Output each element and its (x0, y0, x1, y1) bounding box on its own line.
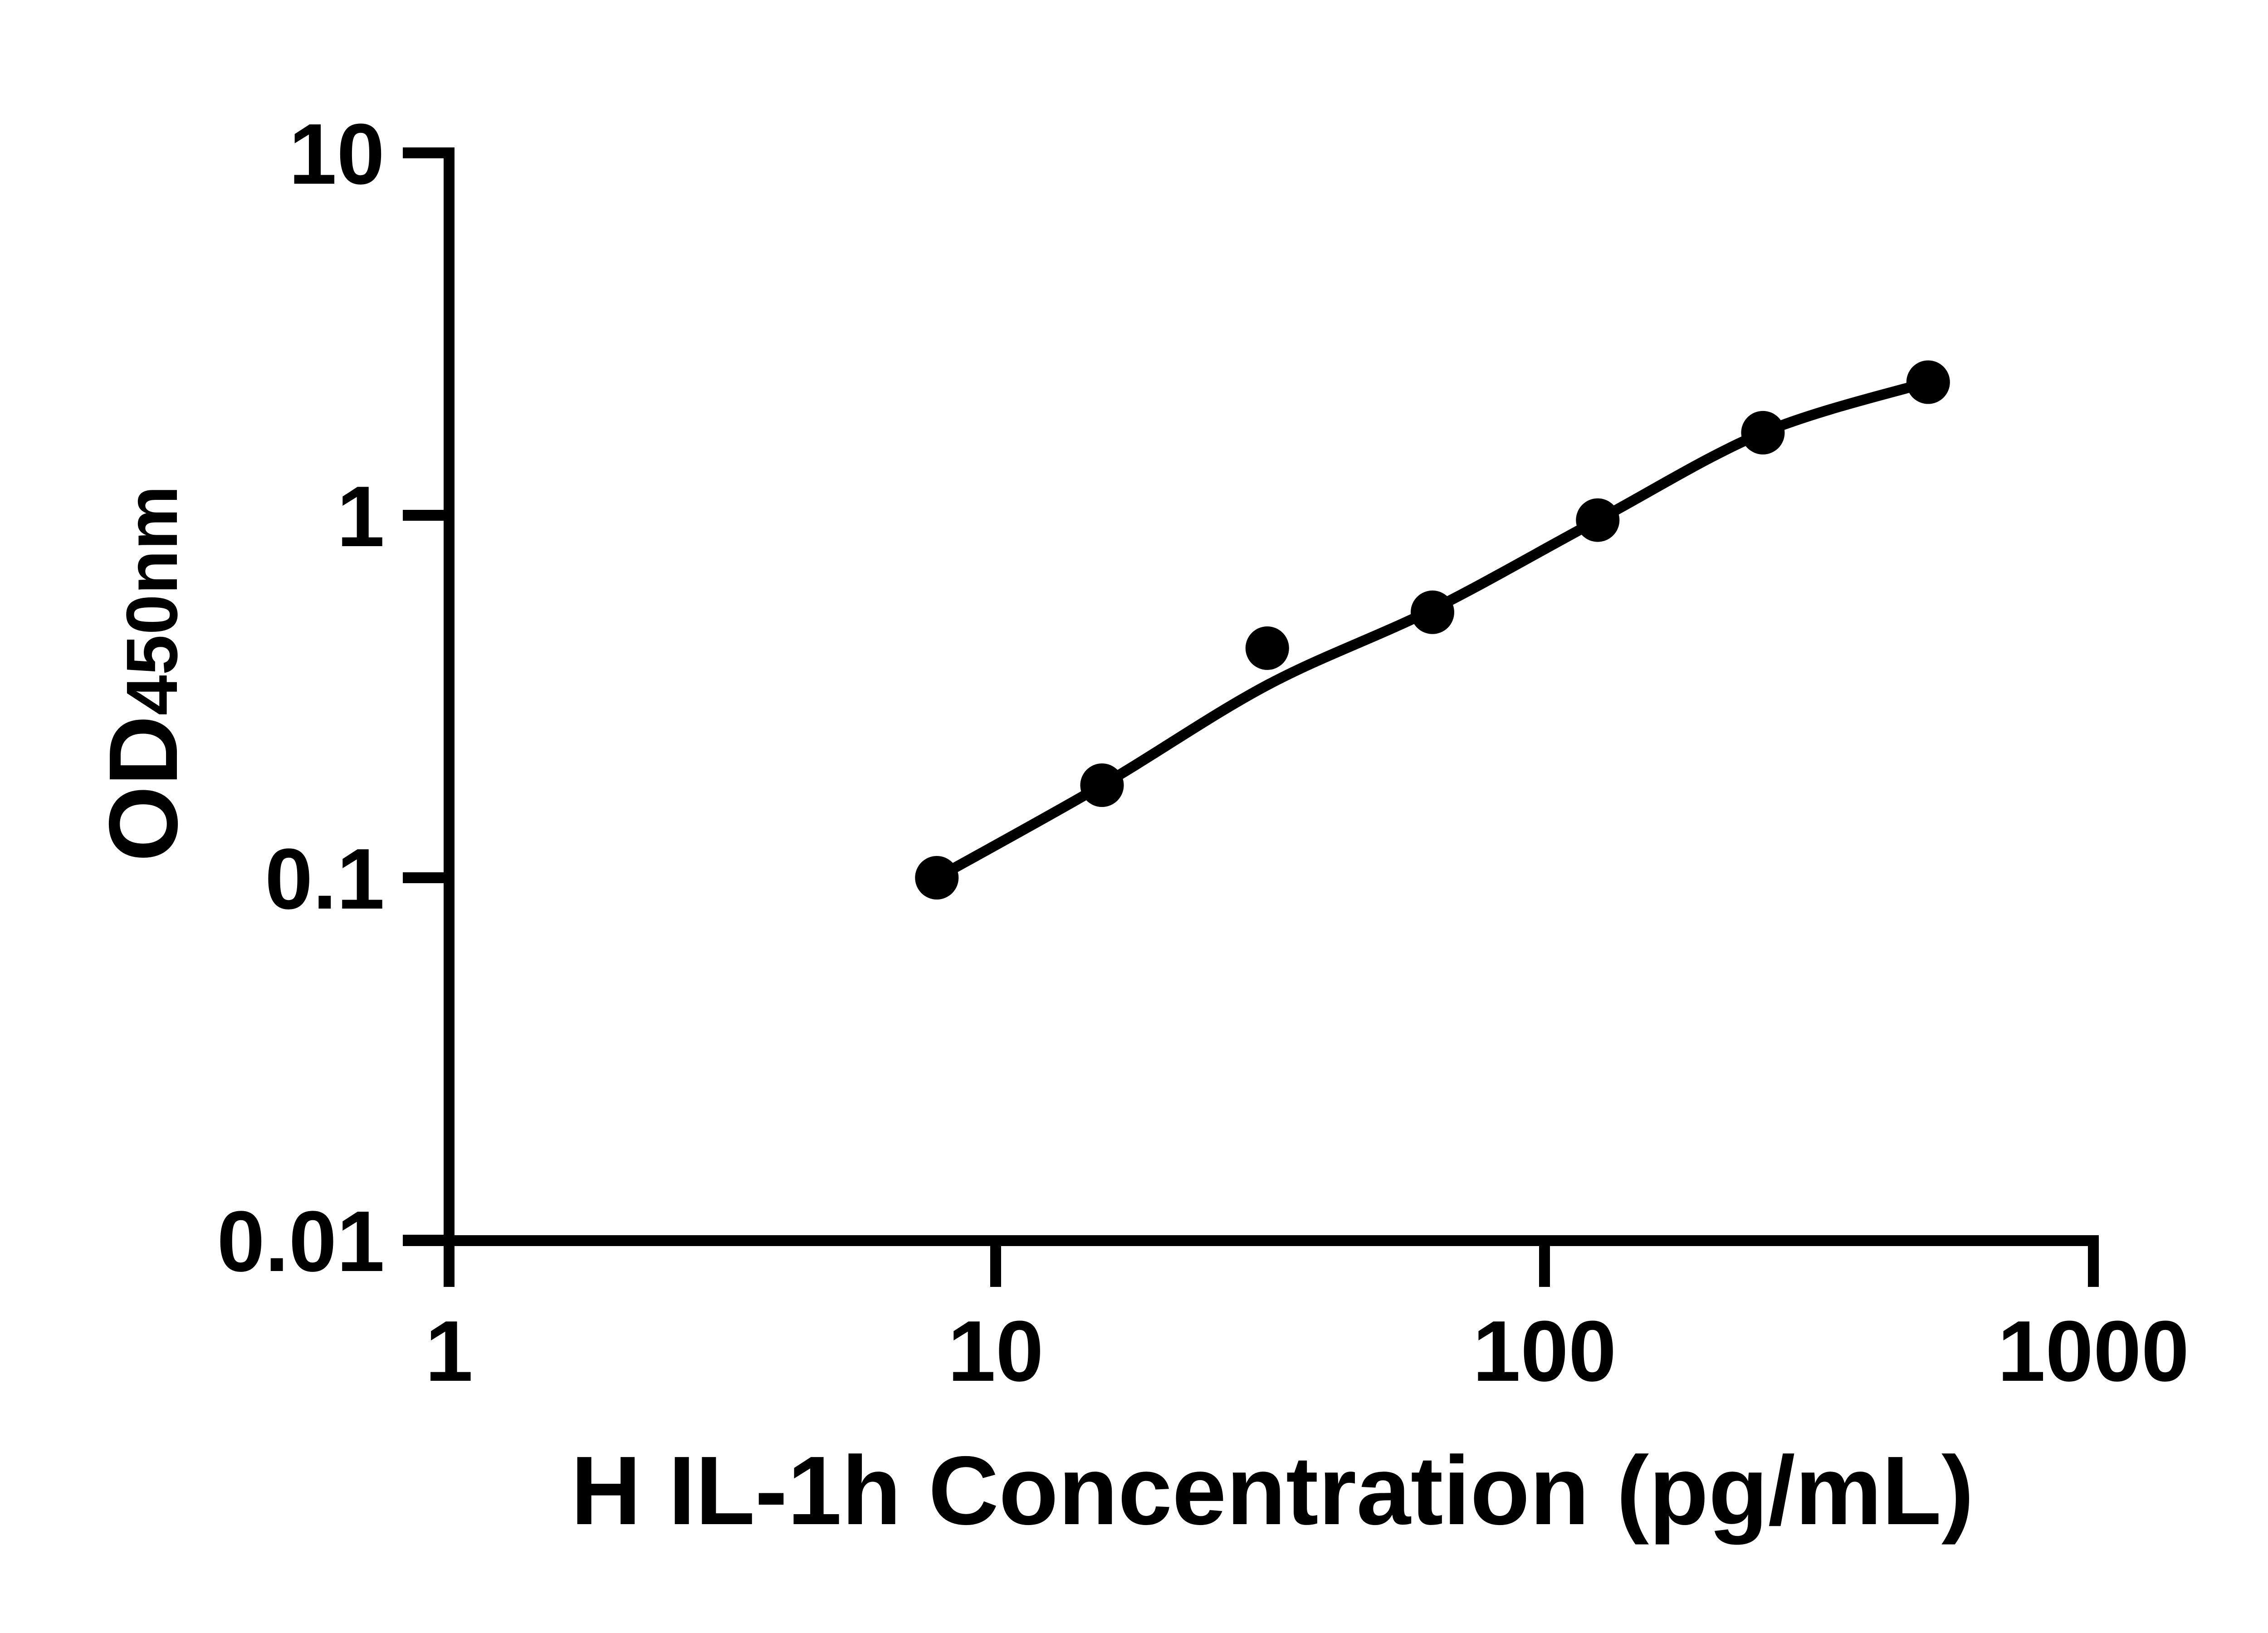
data-point (1741, 411, 1785, 455)
x-tick-1000 (2088, 1246, 2099, 1287)
data-points-group (915, 360, 1950, 900)
x-tick-label-10: 10 (948, 1303, 1043, 1399)
x-axis: 1 10 100 1000 (403, 1235, 2189, 1399)
x-axis-line (403, 1235, 2099, 1246)
data-point (1080, 763, 1124, 807)
data-point (1576, 498, 1620, 542)
x-tick-label-100: 100 (1472, 1303, 1616, 1399)
y-axis-title-main: OD (88, 715, 198, 862)
y-axis-title: OD450nm (88, 485, 198, 861)
x-tick-10 (990, 1246, 1001, 1287)
y-tick-label-0-01: 0.01 (217, 1193, 385, 1290)
y-axis: 10 1 0.1 0.01 (217, 106, 455, 1290)
svg-text:OD450nm: OD450nm (88, 485, 198, 861)
x-tick-label-1: 1 (425, 1303, 473, 1399)
x-tick-label-1000: 1000 (1998, 1303, 2190, 1399)
data-point (1906, 360, 1950, 404)
x-axis-title: H IL-1h Concentration (pg/mL) (571, 1436, 1974, 1545)
y-tick-label-0-1: 0.1 (265, 831, 385, 927)
data-point (915, 856, 959, 900)
y-tick-label-10: 10 (289, 106, 385, 202)
x-tick-100 (1539, 1246, 1550, 1287)
data-point (1411, 590, 1454, 634)
y-tick-1 (403, 510, 444, 521)
y-tick-10 (403, 147, 444, 158)
data-point (1245, 626, 1289, 670)
y-tick-label-1: 1 (337, 469, 385, 565)
y-axis-title-sub: 450nm (111, 485, 192, 715)
y-tick-0-1 (403, 872, 444, 883)
y-axis-line (444, 147, 455, 1287)
